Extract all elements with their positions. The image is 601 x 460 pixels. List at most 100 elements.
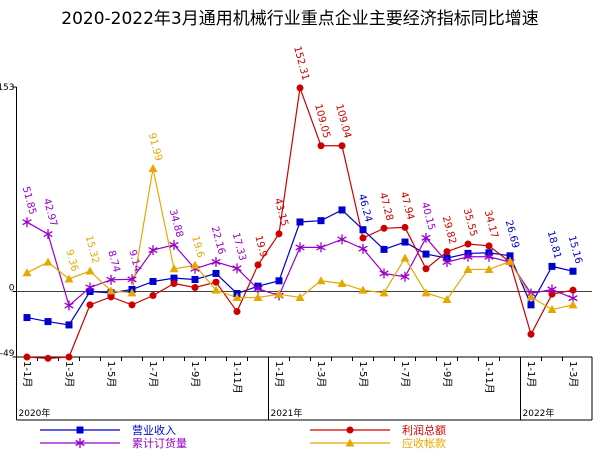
data-label: 91.99 — [146, 132, 164, 163]
data-label: 8.74 — [105, 249, 121, 273]
x-group-label: 2020年 — [19, 407, 51, 419]
data-label: 9.14 — [126, 249, 142, 273]
marker — [44, 354, 52, 362]
marker — [401, 238, 409, 246]
marker — [548, 262, 556, 270]
marker — [23, 353, 31, 361]
marker — [422, 265, 430, 273]
marker — [274, 289, 284, 298]
marker — [295, 293, 305, 302]
marker — [149, 292, 157, 300]
data-label: 22.16 — [209, 225, 227, 256]
marker — [485, 242, 493, 250]
marker — [76, 426, 84, 434]
legend-label: 应收帐款 — [402, 436, 446, 450]
x-group-label: 2021年 — [271, 407, 303, 419]
marker — [212, 269, 220, 277]
marker — [379, 288, 389, 297]
marker — [191, 283, 199, 291]
marker — [400, 271, 410, 282]
x-tick-label: 1-9月 — [441, 361, 453, 387]
marker — [232, 293, 242, 302]
legend-label: 利润总额 — [402, 423, 446, 437]
x-tick-label: 1-11月 — [231, 361, 243, 394]
marker — [65, 321, 73, 329]
marker — [337, 278, 347, 287]
data-label: 19.9 — [252, 234, 268, 258]
data-label: 109.04 — [333, 103, 353, 140]
marker — [148, 245, 158, 256]
marker — [422, 250, 430, 258]
marker — [127, 288, 137, 297]
marker — [43, 229, 53, 240]
marker — [484, 264, 494, 273]
marker — [23, 314, 31, 322]
marker — [65, 353, 73, 361]
marker — [401, 223, 409, 231]
x-tick-label: 1-5月 — [357, 361, 369, 387]
data-label: 15.32 — [83, 234, 101, 265]
marker — [295, 242, 305, 253]
marker — [358, 285, 368, 294]
marker — [421, 232, 431, 243]
marker — [338, 142, 346, 150]
x-tick-label: 1-1月 — [525, 361, 537, 387]
marker — [148, 164, 158, 173]
marker — [127, 274, 137, 285]
data-label: 18.81 — [545, 230, 563, 261]
marker — [527, 301, 535, 309]
data-label: 34.17 — [482, 209, 500, 240]
marker — [296, 218, 304, 226]
data-label: 42.97 — [41, 197, 59, 228]
marker — [253, 293, 263, 302]
marker — [547, 284, 557, 295]
marker — [170, 279, 178, 287]
data-label: 51.85 — [20, 185, 38, 216]
marker — [169, 264, 179, 273]
marker — [380, 224, 388, 232]
marker — [85, 266, 95, 275]
marker — [443, 248, 451, 256]
data-label: 34.88 — [167, 208, 185, 239]
marker — [526, 292, 536, 301]
marker — [106, 286, 116, 295]
data-label: 17.33 — [230, 232, 248, 263]
marker — [421, 288, 431, 297]
marker — [380, 245, 388, 253]
marker — [464, 240, 472, 248]
marker — [547, 305, 557, 314]
data-label: 9.36 — [63, 248, 79, 272]
marker — [107, 293, 115, 301]
marker — [400, 253, 410, 262]
marker — [44, 318, 52, 326]
marker — [233, 308, 241, 316]
legend-label: 营业收入 — [132, 423, 176, 437]
marker — [86, 301, 94, 309]
marker — [569, 267, 577, 275]
y-tick-label: -49 — [0, 349, 15, 359]
marker — [316, 276, 326, 285]
x-tick-label: 1-1月 — [273, 361, 285, 387]
chart-title: 2020-2022年3月通用机械行业重点企业主要经济指标同比增速 — [61, 9, 538, 29]
data-label: 26.69 — [503, 219, 521, 250]
data-label: 152.31 — [291, 45, 311, 82]
data-label: 40.15 — [419, 201, 437, 232]
x-tick-label: 1-3月 — [63, 361, 75, 387]
marker — [359, 234, 367, 242]
marker — [296, 84, 304, 92]
marker — [275, 230, 283, 238]
data-label: 47.94 — [398, 191, 416, 222]
marker — [463, 251, 473, 262]
marker — [527, 330, 535, 338]
x-tick-label: 1-3月 — [315, 361, 327, 387]
x-tick-label: 1-7月 — [147, 361, 159, 387]
data-label: 35.55 — [461, 207, 479, 238]
marker — [190, 260, 200, 269]
marker — [75, 438, 85, 448]
x-tick-label: 1-5月 — [105, 361, 117, 387]
y-tick-label: 0 — [9, 284, 15, 294]
marker — [254, 261, 262, 269]
marker — [191, 275, 199, 283]
marker — [128, 301, 136, 309]
